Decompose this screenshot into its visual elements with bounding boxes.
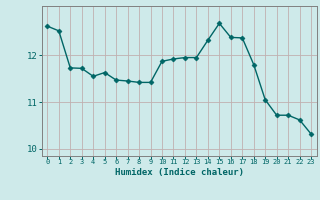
- X-axis label: Humidex (Indice chaleur): Humidex (Indice chaleur): [115, 168, 244, 177]
